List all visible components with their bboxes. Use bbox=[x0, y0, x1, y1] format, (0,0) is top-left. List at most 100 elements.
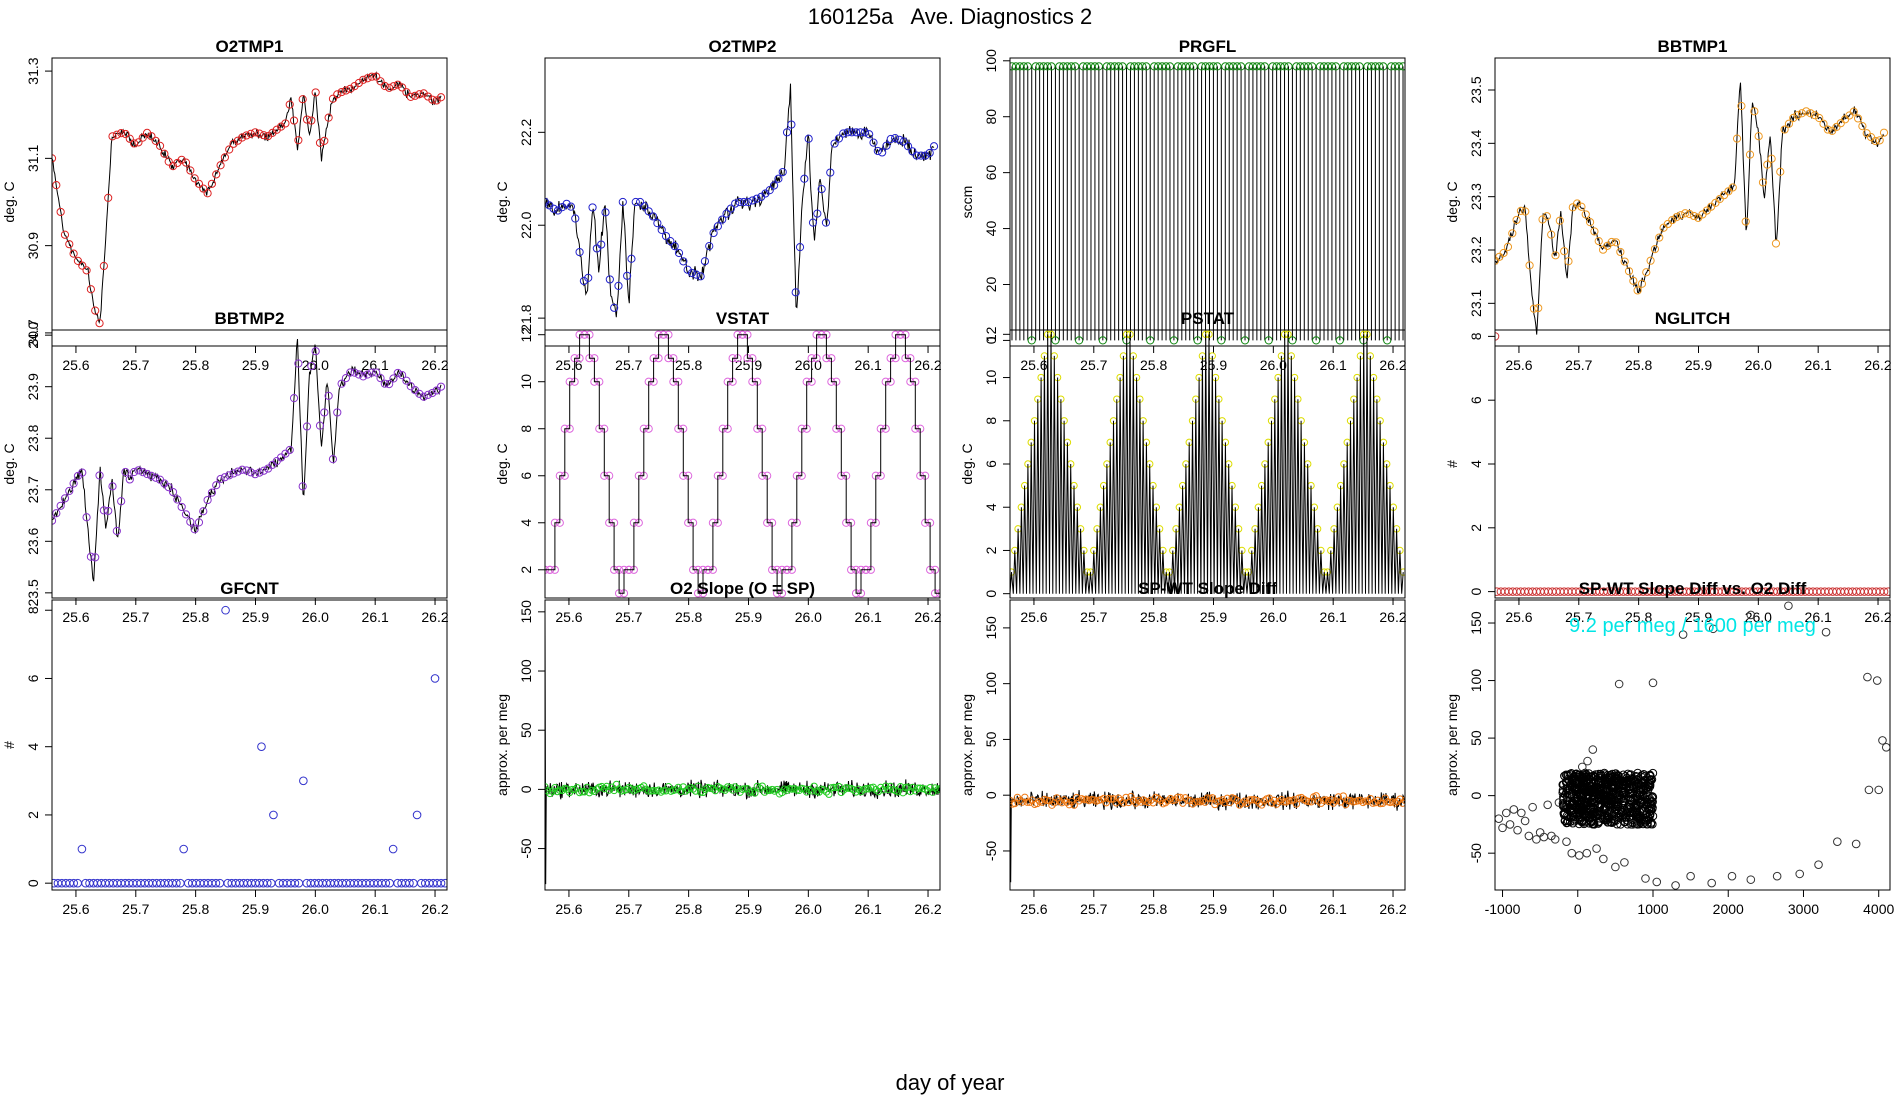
data-point bbox=[1550, 835, 1560, 844]
data-point bbox=[121, 467, 130, 477]
data-point bbox=[1607, 769, 1617, 779]
x-tick-label: -1000 bbox=[1485, 901, 1521, 917]
data-point bbox=[255, 468, 264, 477]
data-point bbox=[73, 256, 83, 266]
data-point bbox=[1285, 796, 1293, 805]
data-point bbox=[1594, 237, 1603, 246]
y-tick-label: 0 bbox=[1468, 588, 1484, 596]
data-point bbox=[285, 445, 294, 455]
data-point bbox=[664, 782, 673, 791]
data-point bbox=[610, 303, 619, 312]
data-point bbox=[1881, 743, 1890, 752]
data-point bbox=[709, 785, 717, 793]
data-point bbox=[190, 174, 199, 183]
data-point bbox=[1624, 267, 1634, 276]
data-point bbox=[155, 141, 165, 150]
data-point bbox=[259, 466, 268, 475]
data-point bbox=[367, 72, 376, 81]
data-point bbox=[1645, 778, 1655, 788]
data-point bbox=[1750, 107, 1759, 116]
x-tick-label: 25.6 bbox=[62, 609, 89, 625]
data-point bbox=[1560, 247, 1569, 256]
data-point bbox=[1872, 676, 1882, 685]
data-point bbox=[1280, 798, 1288, 806]
x-tick-label: 26.1 bbox=[855, 609, 882, 625]
data-point bbox=[1631, 807, 1640, 816]
data-point bbox=[817, 184, 826, 194]
x-tick-label: 26.2 bbox=[1379, 901, 1406, 917]
data-point bbox=[389, 82, 398, 91]
panel-title: GFCNT bbox=[220, 579, 279, 598]
data-point bbox=[1586, 772, 1595, 781]
data-point bbox=[69, 878, 79, 888]
data-point bbox=[177, 155, 186, 164]
data-point bbox=[852, 128, 861, 137]
data-point bbox=[259, 131, 268, 140]
plot-area-bbtmp1 bbox=[1495, 82, 1889, 335]
x-tick-label: 25.7 bbox=[122, 901, 149, 917]
data-point bbox=[225, 145, 234, 154]
data-point bbox=[1208, 794, 1217, 802]
data-point bbox=[95, 319, 104, 328]
data-point bbox=[925, 148, 934, 158]
data-point bbox=[1619, 778, 1629, 787]
panel-pstat: PSTAT deg. C 25.6 25.7 25.8 25.9 26.0 26.1 26.2 0… bbox=[959, 309, 1407, 625]
data-point bbox=[1063, 798, 1071, 807]
data-point bbox=[1528, 802, 1537, 812]
data-point bbox=[722, 209, 731, 218]
x-tick-label: 26.1 bbox=[1805, 609, 1832, 625]
data-point bbox=[108, 132, 117, 141]
data-point bbox=[1643, 815, 1653, 825]
data-point bbox=[1555, 216, 1564, 225]
data-point bbox=[1727, 871, 1737, 881]
y-tick-label: 23.6 bbox=[25, 527, 41, 554]
y-axis-label: deg. C bbox=[1, 181, 17, 222]
data-point bbox=[1628, 820, 1637, 829]
data-point bbox=[1652, 877, 1662, 887]
data-point bbox=[333, 408, 342, 417]
data-point bbox=[1619, 797, 1629, 806]
data-point bbox=[666, 236, 675, 246]
data-point bbox=[748, 196, 757, 205]
data-point bbox=[1642, 268, 1651, 277]
data-point bbox=[199, 507, 208, 516]
data-point bbox=[1637, 279, 1647, 288]
data-point bbox=[1508, 229, 1517, 238]
plot-frame bbox=[544, 329, 941, 599]
x-tick-label: 25.8 bbox=[182, 357, 209, 373]
data-point bbox=[1107, 795, 1115, 803]
data-point bbox=[1686, 871, 1695, 881]
plot-area-o2tmp1 bbox=[52, 71, 446, 328]
x-tick-label: 2000 bbox=[1713, 901, 1744, 917]
y-tick-label: 31.3 bbox=[25, 57, 41, 84]
y-axis-label: # bbox=[1444, 460, 1460, 468]
data-point bbox=[1505, 820, 1515, 829]
data-point bbox=[1814, 860, 1823, 869]
data-point bbox=[1524, 831, 1534, 841]
data-point bbox=[238, 465, 247, 474]
plot-frame bbox=[51, 57, 448, 347]
y-tick-label: 50 bbox=[518, 722, 534, 738]
plot-area-o2slope bbox=[545, 605, 940, 885]
x-tick-label: 25.6 bbox=[1020, 357, 1047, 373]
y-tick-label: 100 bbox=[983, 49, 999, 73]
data-point bbox=[843, 128, 852, 137]
data-point bbox=[1754, 132, 1763, 141]
data-point bbox=[130, 139, 139, 148]
x-tick-label: 25.6 bbox=[62, 357, 89, 373]
data-point bbox=[769, 181, 779, 190]
data-point bbox=[376, 374, 385, 383]
data-point bbox=[631, 197, 640, 207]
data-point bbox=[782, 128, 792, 137]
data-point bbox=[52, 181, 61, 190]
data-point bbox=[1641, 874, 1650, 883]
panel-title: O2TMP2 bbox=[708, 37, 776, 56]
data-point bbox=[1033, 799, 1041, 808]
data-point bbox=[298, 482, 307, 491]
plot-frame bbox=[1009, 329, 1406, 599]
data-point bbox=[1532, 835, 1541, 844]
data-point bbox=[840, 786, 848, 794]
data-point bbox=[830, 139, 839, 148]
data-point bbox=[1226, 798, 1234, 807]
data-point bbox=[718, 215, 727, 224]
